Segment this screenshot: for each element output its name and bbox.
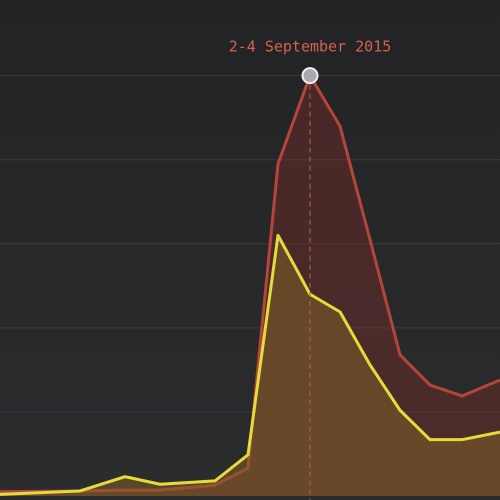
grid <box>0 75 500 413</box>
area-fill <box>0 235 500 496</box>
series-line <box>0 233 500 496</box>
areas <box>0 74 500 497</box>
highlight-point <box>301 67 319 85</box>
overlay: 2-4 September 2015 <box>229 38 392 500</box>
annotation: 2-4 September 2015 <box>229 38 392 56</box>
